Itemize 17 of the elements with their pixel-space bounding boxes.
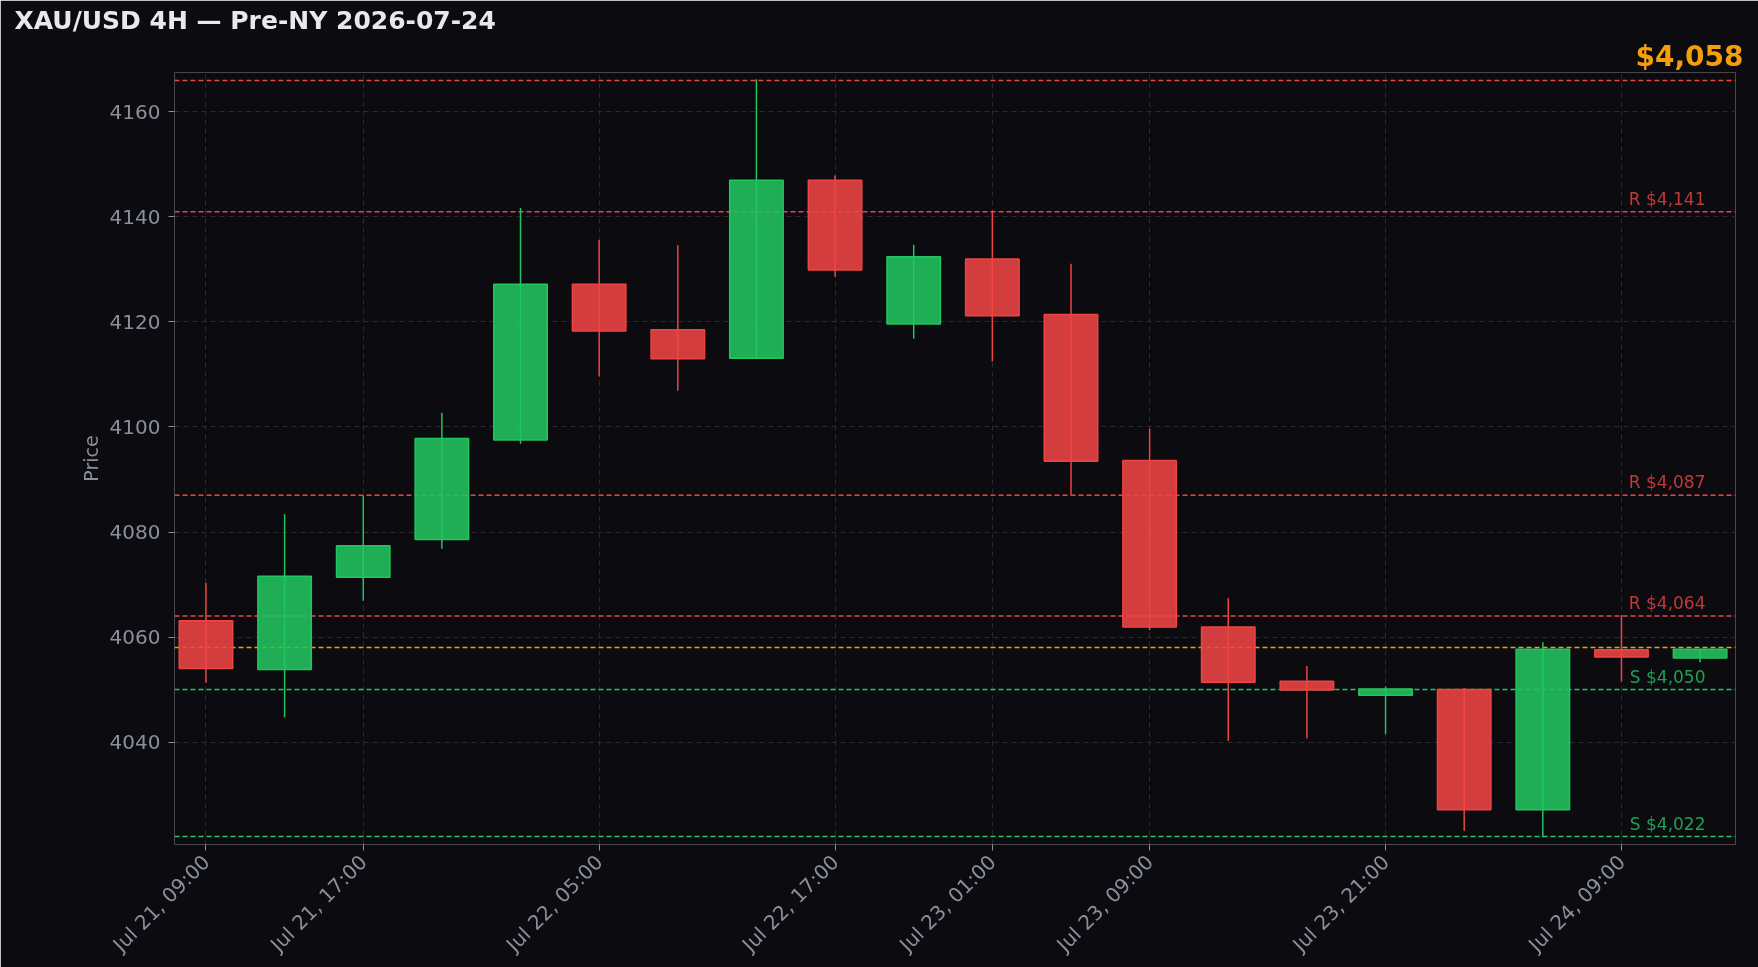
y-tick-label: 4140 — [109, 204, 161, 229]
y-tick-label: 4100 — [109, 414, 161, 439]
ref-line-label: S $4,050 — [1629, 666, 1706, 687]
y-axis-title: Price — [79, 435, 102, 482]
annotation: $4,058 — [1635, 39, 1744, 73]
ref-line-label: S $4,022 — [1629, 813, 1706, 834]
candlestick — [1279, 665, 1335, 740]
y-tick-label: 4040 — [109, 730, 161, 755]
y-tick-label: 4160 — [109, 99, 161, 124]
candlestick — [1358, 685, 1414, 735]
ref-line-label: R $4,087 — [1628, 472, 1706, 493]
ref-line-label: R $4,141 — [1628, 188, 1706, 209]
y-tick-label: 4080 — [109, 520, 161, 545]
y-tick-label: 4060 — [109, 625, 161, 650]
ref-line-label: R $4,064 — [1628, 593, 1706, 614]
y-tick-label: 4120 — [109, 309, 161, 334]
chart-title: XAU/USD 4H — Pre-NY 2026-07-24 — [14, 5, 496, 35]
